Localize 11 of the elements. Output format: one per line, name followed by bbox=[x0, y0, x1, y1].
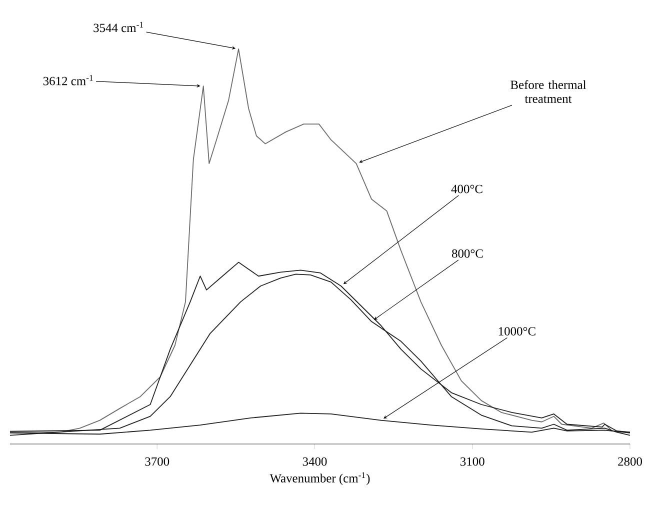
annotation: 800°C bbox=[452, 249, 483, 258]
annotation: 3544 cm$^{-1}$ bbox=[94, 22, 144, 32]
x-axis-title: Wavenumber (cm$^{-1}$) bbox=[270, 472, 370, 486]
x-tick-label: 2800 bbox=[618, 457, 642, 466]
annotation: Before thermal treatment bbox=[510, 80, 586, 103]
x-tick-label: 3700 bbox=[145, 457, 170, 466]
annotation: 1000°C bbox=[498, 327, 536, 336]
x-tick-label: 3100 bbox=[460, 457, 484, 466]
annotation: 3612 cm$^{-1}$ bbox=[43, 75, 93, 86]
annotation: 400°C bbox=[451, 184, 482, 194]
x-tick-label: 3400 bbox=[302, 457, 327, 466]
